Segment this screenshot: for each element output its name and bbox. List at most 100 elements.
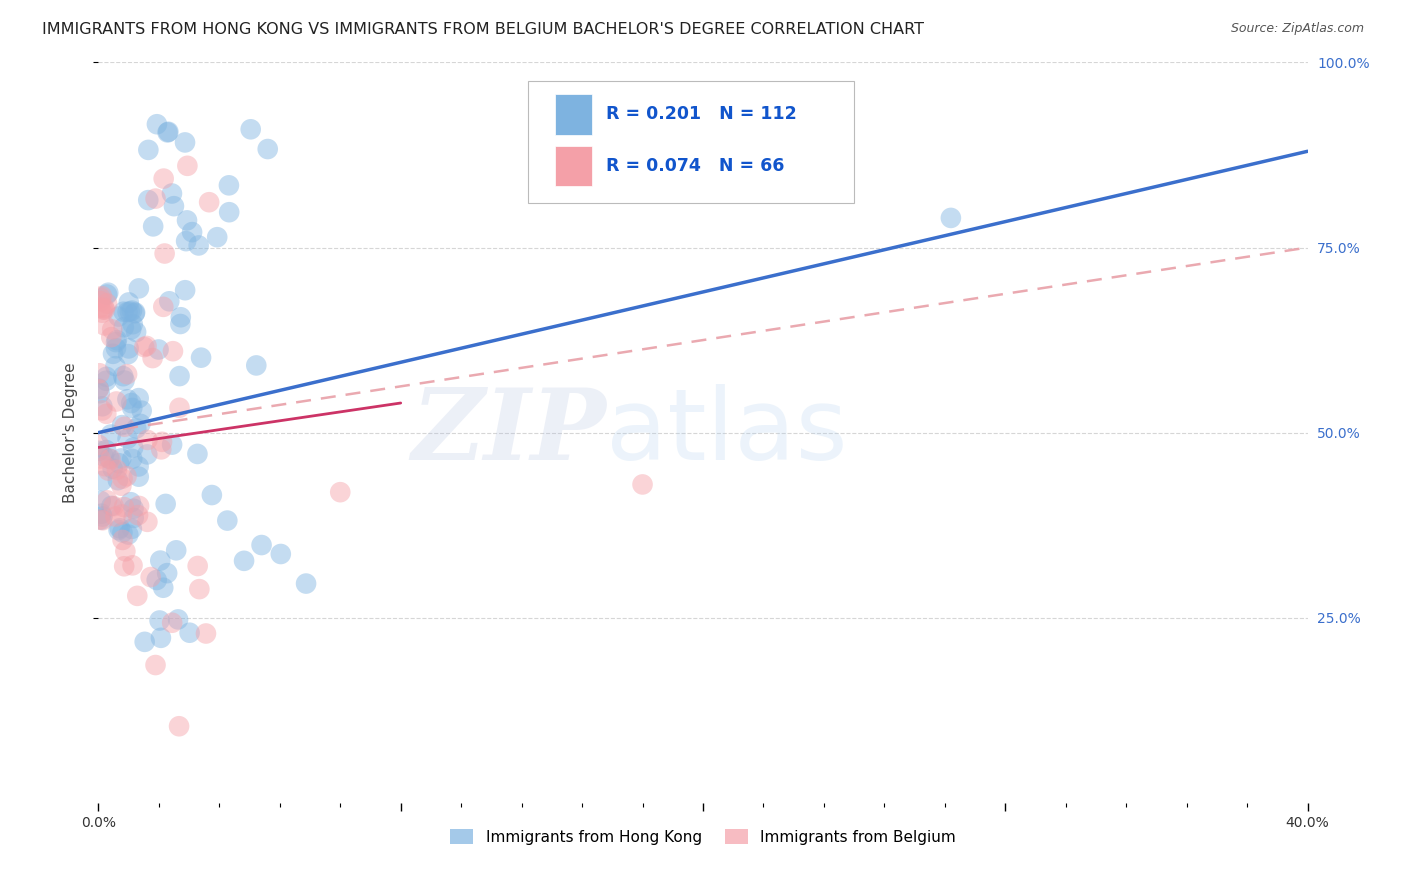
Point xyxy=(89,451,111,466)
Point xyxy=(156,566,179,581)
Point xyxy=(136,447,159,461)
Text: ZIP: ZIP xyxy=(412,384,606,481)
Point xyxy=(169,369,191,384)
Point xyxy=(110,479,132,493)
Point xyxy=(91,509,114,524)
Point xyxy=(108,521,131,535)
Point xyxy=(167,719,190,733)
Point xyxy=(90,494,112,508)
Point xyxy=(122,511,145,525)
Point xyxy=(124,306,146,320)
Point xyxy=(121,401,143,415)
Point xyxy=(90,513,112,527)
Point xyxy=(96,369,118,384)
Point xyxy=(89,386,111,401)
Point xyxy=(114,419,136,434)
Point xyxy=(152,171,174,186)
Point xyxy=(145,658,167,673)
Point xyxy=(117,347,139,361)
Point xyxy=(87,382,110,396)
Point xyxy=(100,427,122,442)
Point xyxy=(90,289,112,303)
Point xyxy=(198,195,221,210)
Point xyxy=(87,443,110,458)
Point xyxy=(101,461,124,475)
Point xyxy=(217,514,239,528)
Point xyxy=(163,199,186,213)
Point xyxy=(174,234,197,248)
Point xyxy=(149,631,172,645)
Point xyxy=(127,589,149,603)
Point xyxy=(89,291,111,305)
Point xyxy=(150,442,173,457)
Point xyxy=(128,469,150,483)
Point xyxy=(167,612,190,626)
Point xyxy=(134,340,156,354)
Point xyxy=(111,418,134,433)
Point xyxy=(187,238,209,252)
Point xyxy=(162,344,184,359)
Point xyxy=(165,543,187,558)
Point xyxy=(631,477,654,491)
Point xyxy=(101,322,124,336)
Legend: Immigrants from Hong Kong, Immigrants from Belgium: Immigrants from Hong Kong, Immigrants fr… xyxy=(444,822,962,851)
Point xyxy=(112,559,135,574)
Point xyxy=(128,391,150,405)
Point xyxy=(107,523,129,537)
Point xyxy=(105,341,128,355)
Point xyxy=(96,296,118,310)
Point xyxy=(94,302,117,317)
Y-axis label: Bachelor's Degree: Bachelor's Degree xyxy=(63,362,77,503)
Point xyxy=(105,335,128,350)
Point xyxy=(160,437,183,451)
Point xyxy=(94,459,117,474)
Point xyxy=(201,488,224,502)
Point xyxy=(190,351,212,365)
Point xyxy=(233,554,256,568)
Point xyxy=(108,456,131,470)
Point xyxy=(114,544,136,558)
Point xyxy=(107,310,129,324)
Point xyxy=(146,117,169,131)
Point xyxy=(169,401,191,415)
Point xyxy=(91,306,114,320)
Point xyxy=(156,125,179,139)
Point xyxy=(96,493,118,508)
Point xyxy=(124,305,146,319)
Point xyxy=(87,382,110,396)
Point xyxy=(125,325,148,339)
Point xyxy=(118,295,141,310)
Point xyxy=(329,485,352,500)
Point xyxy=(239,122,262,136)
Point xyxy=(169,317,191,331)
Point xyxy=(136,433,159,447)
Point xyxy=(939,211,962,225)
Point xyxy=(218,178,240,193)
Point xyxy=(127,508,149,523)
Point xyxy=(122,441,145,455)
Point xyxy=(110,451,132,466)
Point xyxy=(160,186,183,201)
Point xyxy=(112,369,135,384)
Point xyxy=(96,287,118,301)
Point xyxy=(97,285,120,300)
Point xyxy=(118,342,141,356)
Point xyxy=(129,417,152,431)
Point xyxy=(186,447,208,461)
Point xyxy=(115,469,138,483)
Point xyxy=(174,283,197,297)
Point xyxy=(93,301,115,315)
Point xyxy=(105,333,128,347)
Point xyxy=(174,136,197,150)
Point xyxy=(121,317,143,331)
Point xyxy=(128,281,150,295)
Point xyxy=(93,318,115,333)
Point xyxy=(176,213,198,227)
Point xyxy=(270,547,292,561)
Point xyxy=(96,374,118,388)
Point xyxy=(145,192,167,206)
Point xyxy=(135,339,157,353)
Point xyxy=(148,614,170,628)
Point xyxy=(181,225,204,239)
Point xyxy=(91,513,114,527)
